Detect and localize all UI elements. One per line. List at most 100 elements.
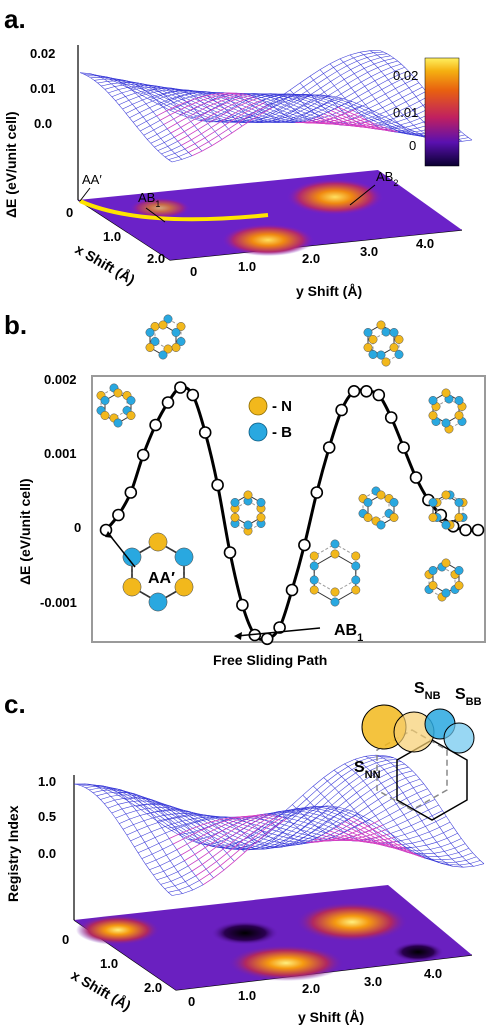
- mesh-underside-line: [160, 92, 241, 121]
- c-ytick-0: 0: [188, 994, 195, 1009]
- legend-b-marker: [248, 422, 268, 442]
- mesh-underside-line: [334, 108, 395, 133]
- c-ztick-0: 1.0: [38, 774, 56, 789]
- mesh-line-v: [157, 814, 256, 844]
- c-xtick-1: 1.0: [100, 956, 118, 971]
- b-point-9: [211, 478, 224, 492]
- panel-c-surface-mesh: [73, 754, 485, 896]
- a-ztick-2: 0.0: [34, 116, 52, 131]
- inset-atom-top: [158, 350, 168, 360]
- mesh-line-v: [89, 73, 183, 160]
- mesh-line-v: [329, 63, 423, 136]
- inset-atom-top: [174, 547, 194, 567]
- panel-c-floor-dark-2: [392, 942, 444, 962]
- b-point-15: [285, 583, 299, 597]
- inset-atom-bottom: [176, 337, 186, 346]
- panel-c-floor-hot-1: [76, 915, 160, 945]
- inset-atom-top: [428, 581, 438, 590]
- inset-atom-top: [113, 418, 123, 428]
- legend-n-marker: [248, 396, 268, 416]
- mesh-line-v: [375, 754, 474, 867]
- mesh-line-v: [177, 816, 277, 835]
- label-s-bb: SBB: [455, 686, 482, 708]
- inset-atom-top: [376, 320, 386, 330]
- mesh-underside-line: [302, 115, 363, 124]
- c-ztick-2: 0.0: [38, 846, 56, 861]
- mesh-line-u: [77, 756, 390, 848]
- c-ytick-4: 4.0: [424, 966, 442, 981]
- c-ztick-1: 0.5: [38, 809, 56, 824]
- structure-inset: [428, 388, 467, 434]
- inset-atom-top: [441, 490, 451, 500]
- b-point-8: [198, 426, 212, 439]
- structure-inset: [96, 383, 136, 428]
- mesh-line-v: [169, 92, 263, 114]
- inset-atom-bottom: [163, 344, 173, 354]
- inset-atom-top: [174, 577, 194, 597]
- b-point-30: [471, 523, 485, 537]
- panel-a-z-ticks: 0.02 0.01 0.0: [30, 46, 55, 131]
- b-point-29: [459, 523, 472, 537]
- mesh-underside-line: [177, 97, 258, 142]
- mesh-underside-line: [327, 111, 388, 131]
- panel-a-floor: [78, 170, 462, 260]
- b-point-25: [409, 471, 423, 484]
- inset-atom-top: [441, 558, 451, 568]
- inset-atom-top: [148, 532, 168, 552]
- mesh-underside-line: [337, 106, 398, 133]
- structure-inset: [363, 320, 404, 367]
- mesh-underside-line: [191, 814, 276, 872]
- b-x-axis-title: Free Sliding Path: [213, 652, 327, 668]
- inset-atom-bottom: [163, 314, 173, 324]
- mesh-underside-line: [203, 818, 287, 885]
- b-point-7: [186, 388, 200, 402]
- b-point-6: [174, 381, 187, 394]
- inset-atom-bottom: [368, 350, 378, 359]
- inset-atom-top: [330, 549, 340, 559]
- inset-atom-top: [454, 411, 464, 420]
- b-point-19: [335, 403, 348, 417]
- mesh-line-v: [146, 809, 245, 853]
- structure-inset: [428, 490, 468, 530]
- mesh-underside-line: [174, 96, 255, 138]
- b-point-24: [397, 441, 410, 454]
- panel-a-x-ticks: 0 1.0 2.0: [66, 205, 165, 266]
- inset-atom-top: [441, 588, 451, 598]
- inset-atom-top: [441, 388, 451, 398]
- mesh-line-v: [119, 82, 213, 146]
- mesh-line-v: [333, 769, 433, 860]
- mesh-underside-line: [184, 813, 268, 861]
- inset-atom-top: [428, 396, 438, 405]
- mesh-line-v: [219, 806, 318, 850]
- inset-hexagon-dashed: [376, 729, 448, 811]
- panel-a-annotations: AA′ AB1 AB2: [79, 169, 398, 223]
- inset-atom-bottom: [368, 335, 378, 344]
- b-point-13: [260, 632, 274, 646]
- structure-inset: [309, 539, 361, 607]
- sliding-path-line: [79, 199, 269, 222]
- mesh-line-v: [199, 93, 293, 121]
- mesh-line-v: [249, 98, 343, 123]
- panel-c-floor-hot-3: [228, 945, 344, 981]
- mesh-underside-line: [184, 102, 266, 150]
- a-ytick-0: 0: [190, 264, 197, 279]
- inset-atom-top: [122, 577, 142, 597]
- a-ztick-1: 0.01: [30, 81, 55, 96]
- inset-atom-top: [389, 513, 399, 522]
- inset-atom-bottom: [394, 350, 404, 359]
- mesh-underside-line: [187, 813, 272, 867]
- mesh-underside-line: [181, 99, 262, 146]
- mesh-line-v: [229, 94, 322, 123]
- mesh-line-v: [139, 87, 233, 134]
- mesh-underside-line: [195, 815, 280, 877]
- inset-atom-top: [243, 520, 253, 530]
- mesh-underside-line: [306, 820, 380, 843]
- inset-atom-top: [454, 513, 464, 522]
- panel-b-y-ticks: 0.002 0.001 0 -0.001: [40, 372, 81, 610]
- b-ytick-3: -0.001: [40, 595, 77, 610]
- mesh-underside-line: [330, 110, 391, 132]
- c-z-axis-title: Registry Index: [5, 805, 21, 902]
- mesh-underside-line: [167, 93, 248, 130]
- panel-b-structure-insets: [96, 314, 468, 612]
- legend-n-label: - N: [272, 398, 292, 415]
